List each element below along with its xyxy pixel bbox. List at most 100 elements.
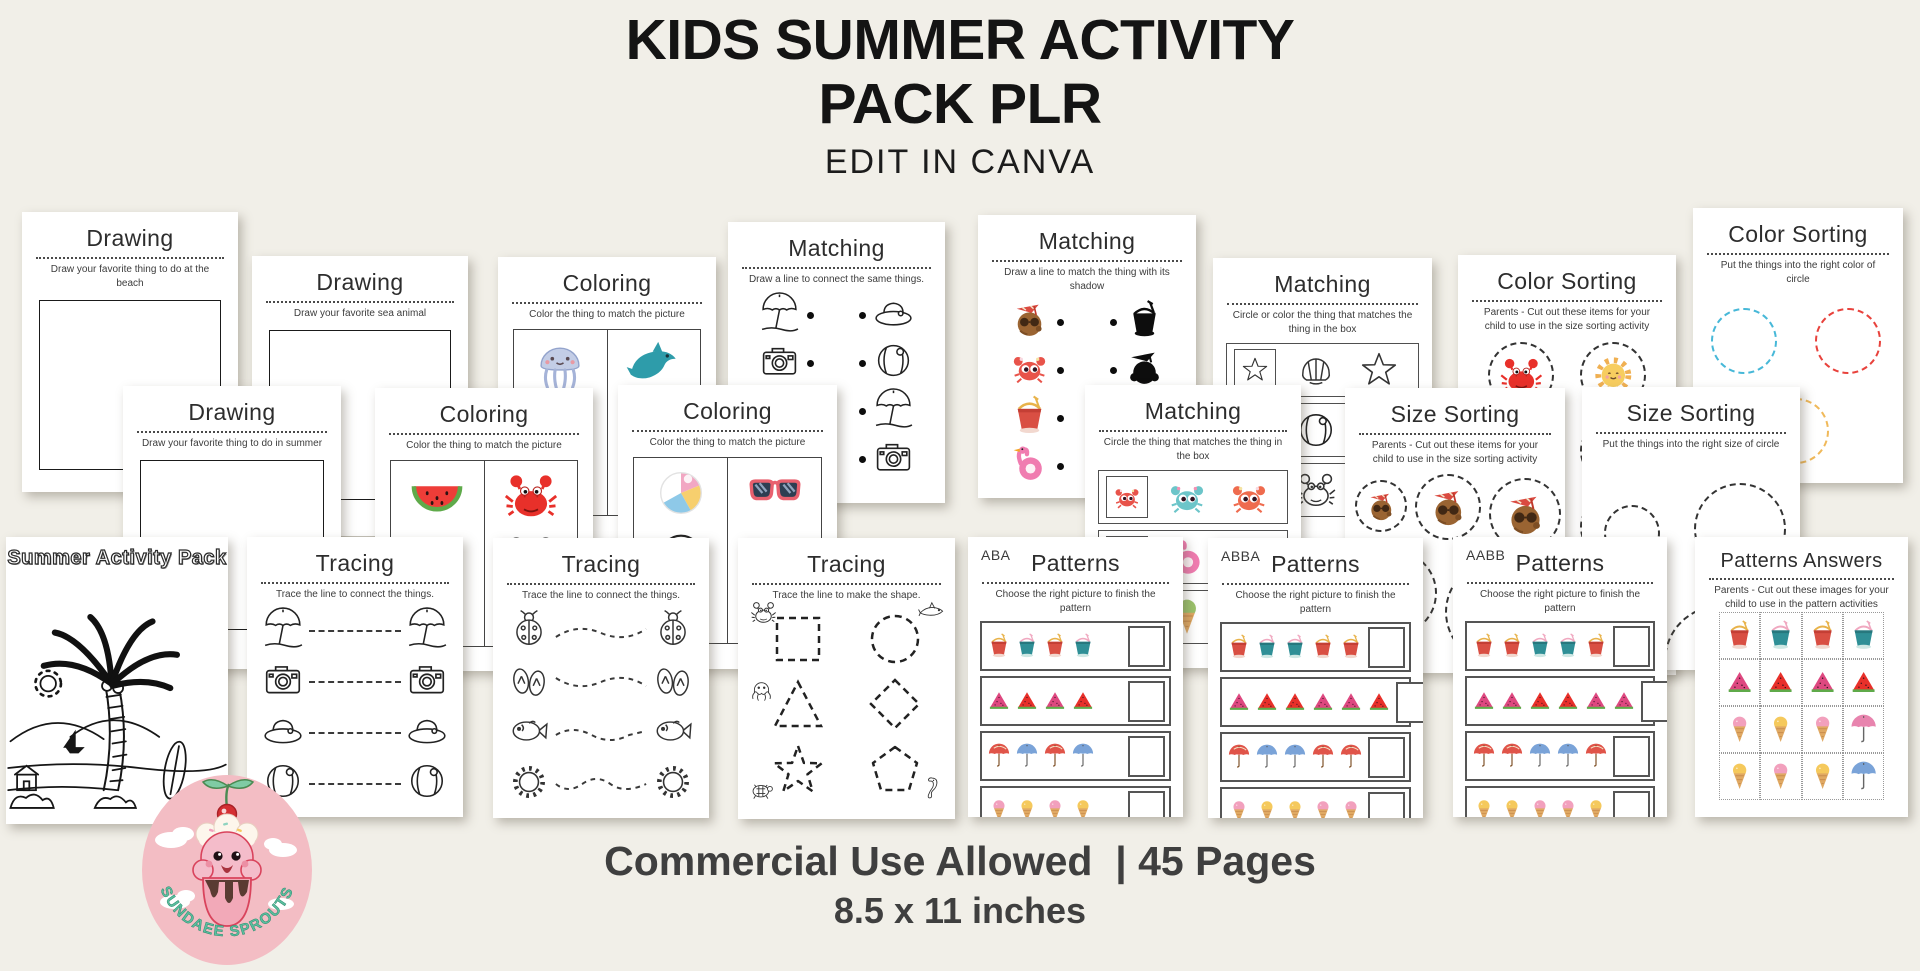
melon-pink-icon xyxy=(1338,685,1364,719)
umb-pink-icon xyxy=(1842,706,1884,753)
pattern-items xyxy=(986,684,1124,718)
coconut-icon xyxy=(1501,490,1550,539)
bucket-red-icon xyxy=(1471,629,1497,663)
worksheet-subtitle: Put the things into the right size of ci… xyxy=(1602,439,1780,450)
pattern-row xyxy=(980,621,1171,671)
bucket-red-icon xyxy=(1338,630,1364,664)
pattern-row xyxy=(980,676,1171,726)
ball-o-icon xyxy=(873,340,914,381)
worksheet-title: Color Sorting xyxy=(1728,221,1868,247)
dashed-square xyxy=(775,616,820,661)
worksheet-title: Coloring xyxy=(562,270,652,296)
bucket-red-icon xyxy=(1009,395,1050,436)
bucket-red-icon xyxy=(1583,629,1609,663)
ladybug-o-icon xyxy=(652,608,694,650)
worksheet-title: Patterns xyxy=(1515,550,1605,576)
ic-pink-icon xyxy=(1801,706,1843,753)
bucket-teal-icon xyxy=(1527,629,1553,663)
trace-dashed-line xyxy=(309,629,401,632)
trace-item xyxy=(406,607,448,654)
pattern-items xyxy=(1471,684,1637,718)
poster-header: KIDS SUMMER ACTIVITY PACK PLR EDIT IN CA… xyxy=(0,8,1920,182)
worksheet-subtitle: Color the thing to match the picture xyxy=(649,437,806,448)
ball-o-icon xyxy=(1295,409,1337,451)
shell-o-icon xyxy=(1295,349,1337,391)
sort-circle-blue xyxy=(1711,308,1777,374)
trace-dashed-line xyxy=(309,731,401,734)
trace-dashed-line xyxy=(309,782,401,785)
crab-cute-red-icon xyxy=(1112,482,1142,512)
melon-pink-icon xyxy=(1801,659,1843,706)
umb-red-icon xyxy=(1338,740,1364,774)
star-o-icon xyxy=(1358,349,1400,391)
match-right-item xyxy=(873,436,914,482)
dotted-divider xyxy=(389,433,579,435)
answer-cutout-row xyxy=(1719,706,1884,753)
page-patterns-abba: ABBA Patterns Choose the right picture t… xyxy=(1208,538,1423,818)
umb-blue-icon xyxy=(1070,739,1096,773)
shadow-right-item xyxy=(1124,299,1165,345)
camera-o-icon xyxy=(262,658,304,700)
fish-o-icon xyxy=(652,710,694,752)
page-cover: Summer Activity Pack xyxy=(6,537,228,824)
pattern-items xyxy=(1226,630,1364,664)
melon-pink-icon xyxy=(1611,684,1637,718)
melon-red-icon xyxy=(1842,659,1884,706)
umbrella-o-icon xyxy=(759,292,800,333)
umbrella-o-icon xyxy=(262,607,304,649)
umb-red-icon xyxy=(1583,739,1609,773)
worksheet-subtitle: Draw a line to connect the same things. xyxy=(748,274,925,285)
answer-box xyxy=(1368,626,1405,668)
connector-dot xyxy=(806,311,814,319)
cover-title: Summer Activity Pack xyxy=(7,546,227,569)
flipflop-o-icon xyxy=(508,659,550,701)
worksheet-subtitle: Draw a line to match the thing with its … xyxy=(1004,267,1170,292)
dotted-divider xyxy=(1221,583,1410,585)
cutout-circle-small xyxy=(1355,480,1407,532)
coloring-column-dolphin xyxy=(606,330,701,515)
pattern-type-label: ABBA xyxy=(1221,548,1261,564)
worksheet-subtitle: Parents - Cut out these images for your … xyxy=(1714,585,1889,610)
dotted-divider xyxy=(992,260,1182,262)
bucket-teal-icon xyxy=(1254,630,1280,664)
melon-red-icon xyxy=(1555,684,1581,718)
worksheet-subtitle: Choose the right picture to finish the p… xyxy=(1235,590,1396,615)
shape-grid xyxy=(752,607,941,800)
crab-o-icon xyxy=(1295,469,1337,511)
pattern-row xyxy=(1465,786,1655,817)
dotted-divider xyxy=(1099,430,1287,432)
reference-box xyxy=(1106,476,1148,518)
answer-box xyxy=(1368,791,1405,818)
trace-item xyxy=(652,710,694,757)
umb-blue-icon xyxy=(1254,740,1280,774)
worksheet-title: Drawing xyxy=(188,399,276,425)
coconut-icon xyxy=(1426,485,1471,530)
pattern-items xyxy=(1471,794,1609,817)
trace-dashed-line xyxy=(309,680,401,683)
ic-yellow-icon xyxy=(1254,795,1280,818)
melon-red-icon xyxy=(1282,685,1308,719)
shadow-left-item xyxy=(1009,395,1050,441)
umb-blue-icon xyxy=(1842,753,1884,800)
match-right-item xyxy=(873,340,914,386)
dotted-divider xyxy=(1227,303,1418,305)
pattern-items xyxy=(986,739,1124,773)
pattern-items xyxy=(1226,795,1364,818)
dotted-divider xyxy=(137,431,327,433)
star-o-icon xyxy=(1240,355,1270,385)
melon-pink-icon xyxy=(1583,684,1609,718)
match-right-item xyxy=(873,292,914,338)
bucket-red-icon xyxy=(1801,612,1843,659)
cutout-circle-medium xyxy=(1415,474,1481,540)
shadow-coconut-icon xyxy=(1124,347,1165,388)
melon-red-icon xyxy=(1527,684,1553,718)
melon-pink-icon xyxy=(1310,685,1336,719)
melon-pink-icon xyxy=(1042,684,1068,718)
camera-o-icon xyxy=(759,340,800,381)
crab-cute-teal-icon xyxy=(1166,476,1208,518)
worksheet-title: Matching xyxy=(1274,271,1371,297)
melon-red-icon xyxy=(1254,685,1280,719)
worksheet-title: Size Sorting xyxy=(1626,400,1756,426)
connector-dot xyxy=(1110,318,1117,326)
dotted-divider xyxy=(507,583,695,585)
